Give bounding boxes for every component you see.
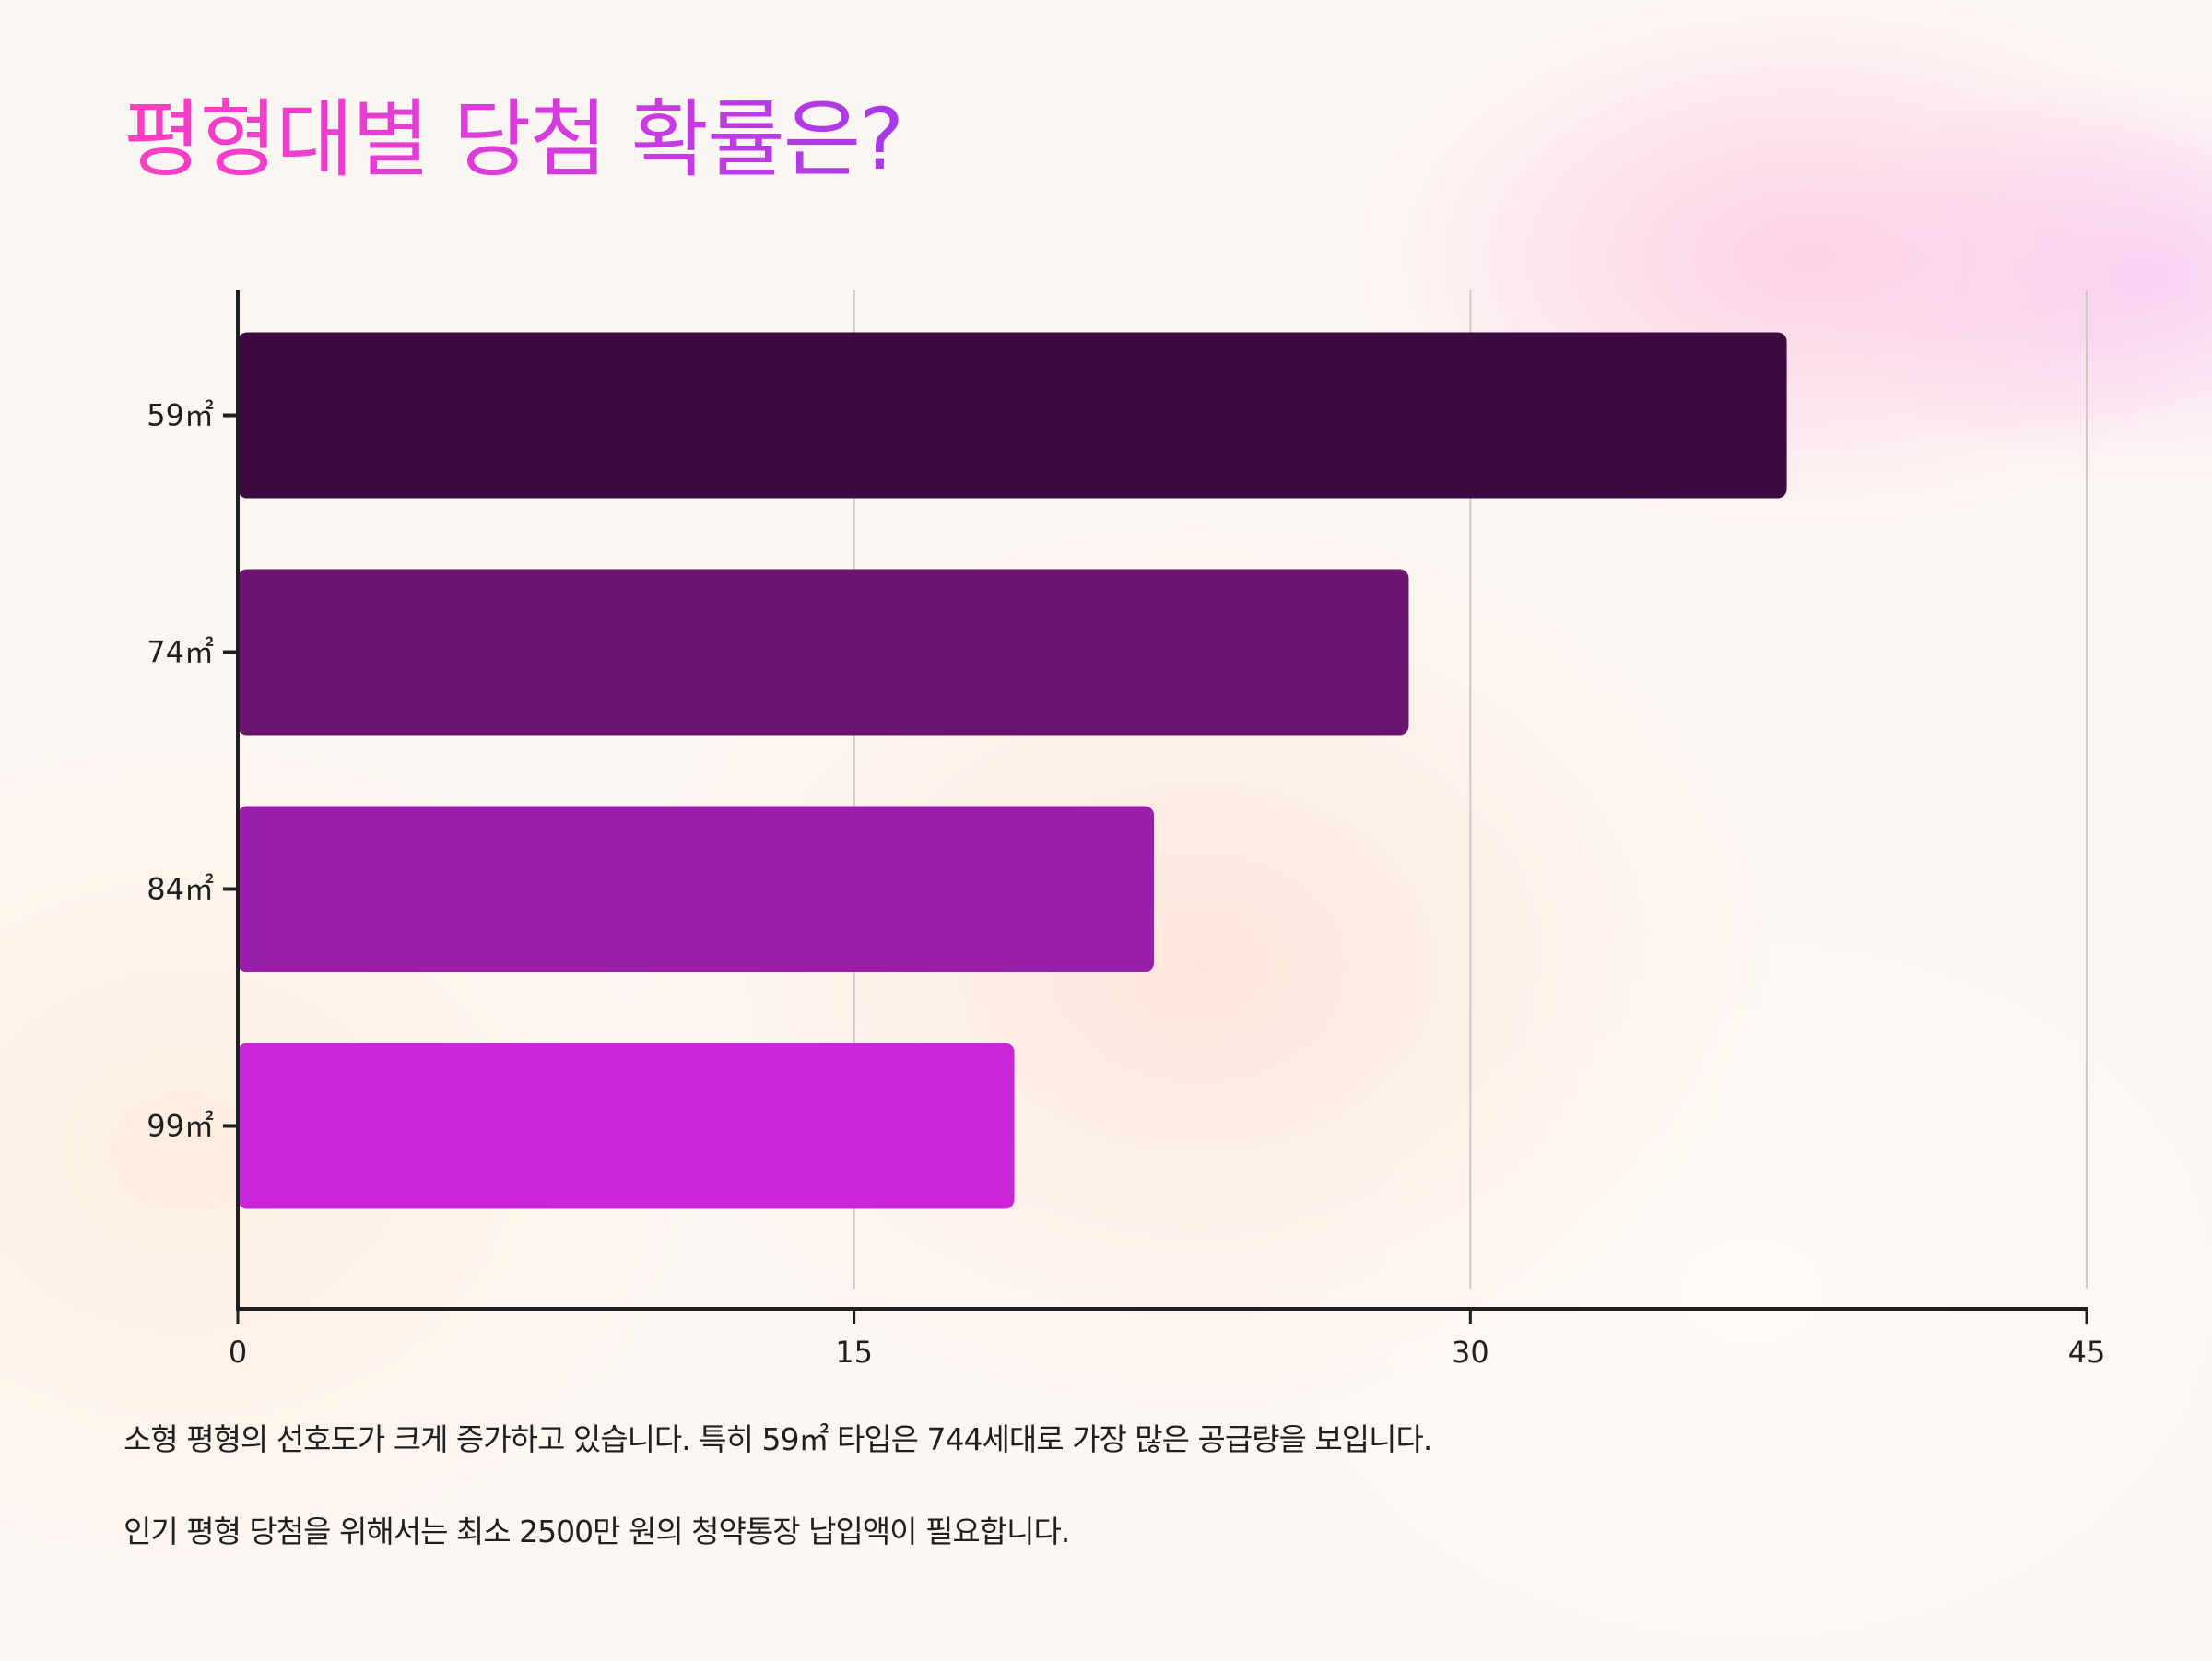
y-tick-label: 74㎡ [147,635,214,670]
bar-2 [238,569,1409,736]
bar-1 [238,332,1787,499]
y-tick-label: 99㎡ [147,1109,214,1144]
note-2: 인기 평형 당첨을 위해서는 최소 2500만 원의 청약통장 납입액이 필요합… [124,1514,1070,1549]
bar-4 [238,1043,1015,1209]
bars [238,332,1787,1209]
bar-chart: 0 15 30 45 59㎡ 74㎡ 84㎡ 99㎡ [147,290,2105,1370]
x-tick-label: 45 [2068,1335,2106,1370]
bar-3 [238,806,1155,972]
note-1: 소형 평형의 선호도가 크게 증가하고 있습니다. 특히 59㎡ 타입은 744… [124,1421,1432,1457]
y-tick-label: 59㎡ [147,398,214,433]
y-tick-label: 84㎡ [147,872,214,907]
axes: 0 15 30 45 59㎡ 74㎡ 84㎡ 99㎡ [147,290,2105,1370]
x-tick-label: 15 [835,1335,873,1370]
x-tick-label: 0 [229,1335,247,1370]
chart-title: 평형대별 당첨 확률은? [124,85,904,195]
x-tick-label: 30 [1452,1335,1489,1370]
